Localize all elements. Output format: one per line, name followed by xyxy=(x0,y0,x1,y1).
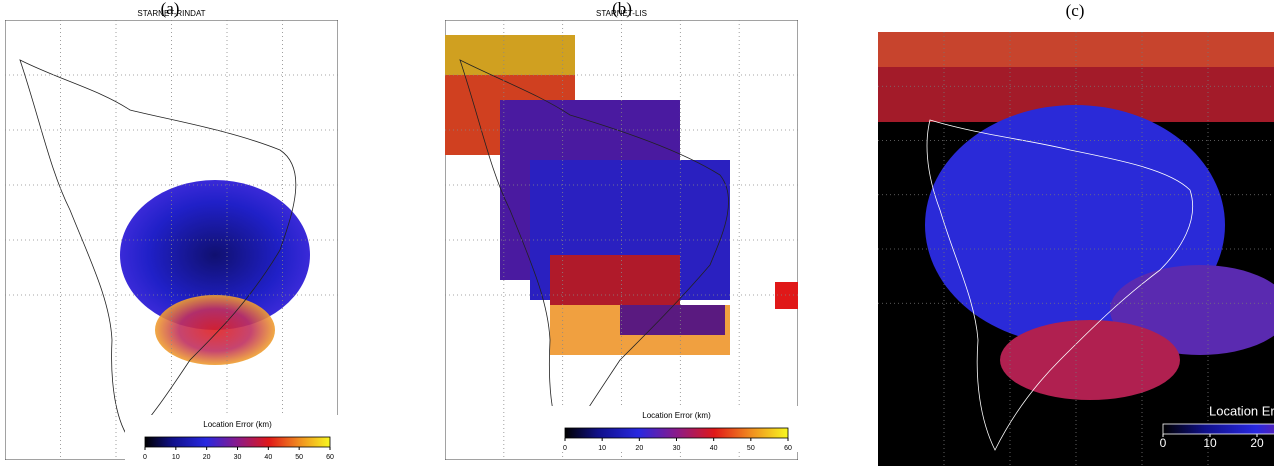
panel-title: STARNET-RINDAT xyxy=(137,9,205,18)
colorbar-tick-label: 20 xyxy=(203,454,211,461)
panel: (b)STARNET-LIS Location Error (km) 0 10 20 30… xyxy=(445,0,808,460)
colorbar-tick-label: 20 xyxy=(1250,436,1264,450)
colorbar-ramp xyxy=(564,427,789,439)
colorbar-tick-label: 40 xyxy=(710,445,718,452)
colorbar-tick-label: 20 xyxy=(635,445,643,452)
colorbar-tick-label: 0 xyxy=(563,445,567,452)
map-grid xyxy=(878,32,1274,466)
colorbar-tick-label: 40 xyxy=(264,454,272,461)
panel-title: STARNET-LIS xyxy=(596,9,647,18)
colorbar-tick-label: 0 xyxy=(143,454,147,461)
colorbar-tick-label: 30 xyxy=(234,454,242,461)
panel-label: (c) xyxy=(1066,1,1085,20)
colorbar-tick-label: 60 xyxy=(784,445,792,452)
panel-label: (a) xyxy=(161,0,180,18)
map-grid xyxy=(5,20,338,460)
colorbar: Location Error (km) 0 10 20 30 40 50 60 xyxy=(125,415,350,461)
colorbar-tick-label: 10 xyxy=(172,454,180,461)
colorbar-tick-label: 10 xyxy=(598,445,606,452)
colorbar: Location Error (km) 0 10 20 xyxy=(1160,403,1274,450)
colorbar-ramp xyxy=(144,436,331,448)
colorbar-label: Location Error (km) xyxy=(1209,403,1274,418)
colorbar: Location Error (km) 0 10 20 30 40 50 60 xyxy=(545,406,808,452)
panel: (c) Location Error (km) 0 10 20 xyxy=(878,1,1274,466)
colorbar-tick-label: 50 xyxy=(747,445,755,452)
panel: (a)STARNET-RINDAT Location Error (km) 0 10 2… xyxy=(5,0,350,461)
panel-label: (b) xyxy=(612,0,632,18)
colorbar-tick-label: 0 xyxy=(1160,436,1167,450)
map-b xyxy=(445,20,798,460)
colorbar-label: Location Error (km) xyxy=(642,411,711,420)
colorbar-tick-label: 30 xyxy=(673,445,681,452)
colorbar-tick-label: 10 xyxy=(1203,436,1217,450)
colorbar-tick-label: 50 xyxy=(295,454,303,461)
colorbar-tick-label: 60 xyxy=(326,454,334,461)
colorbar-ramp xyxy=(1162,423,1274,435)
map-grid xyxy=(445,20,798,460)
colorbar-label: Location Error (km) xyxy=(203,420,272,429)
